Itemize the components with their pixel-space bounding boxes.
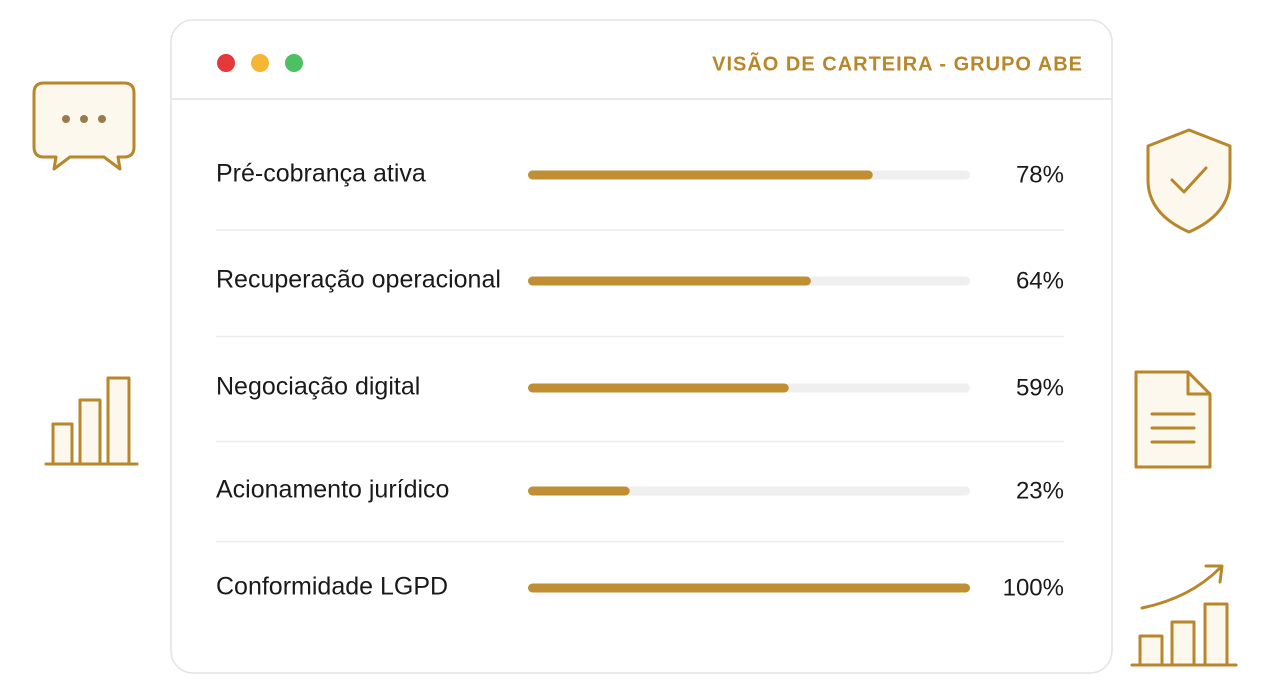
value-label: 78%: [1016, 161, 1064, 188]
card-title: VISÃO DE CARTEIRA - GRUPO ABE: [712, 52, 1083, 75]
chat-icon: [32, 81, 136, 171]
value-label: 100%: [1003, 574, 1064, 601]
progress-track: [528, 486, 970, 496]
progress-bar: [528, 170, 873, 180]
progress-bar: [528, 383, 789, 393]
window-close[interactable]: [217, 54, 235, 72]
window-maximize[interactable]: [285, 54, 303, 72]
value-label: 64%: [1016, 267, 1064, 294]
row-label: Negociação digital: [216, 373, 420, 401]
document-icon: [1134, 370, 1212, 469]
progress-bar: [528, 276, 811, 286]
row-label: Pré-cobrança ativa: [216, 160, 426, 188]
growth-icon: [1130, 564, 1238, 667]
shield-icon: [1146, 128, 1232, 234]
progress-bar: [528, 486, 630, 496]
card: [170, 19, 1113, 674]
progress-bar: [528, 583, 970, 593]
window-minimize[interactable]: [251, 54, 269, 72]
row-label: Recuperação operacional: [216, 266, 501, 294]
value-label: 23%: [1016, 477, 1064, 504]
bars-icon: [44, 376, 139, 466]
row-label: Acionamento jurídico: [216, 476, 449, 504]
row-label: Conformidade LGPD: [216, 573, 448, 601]
value-label: 59%: [1016, 374, 1064, 401]
